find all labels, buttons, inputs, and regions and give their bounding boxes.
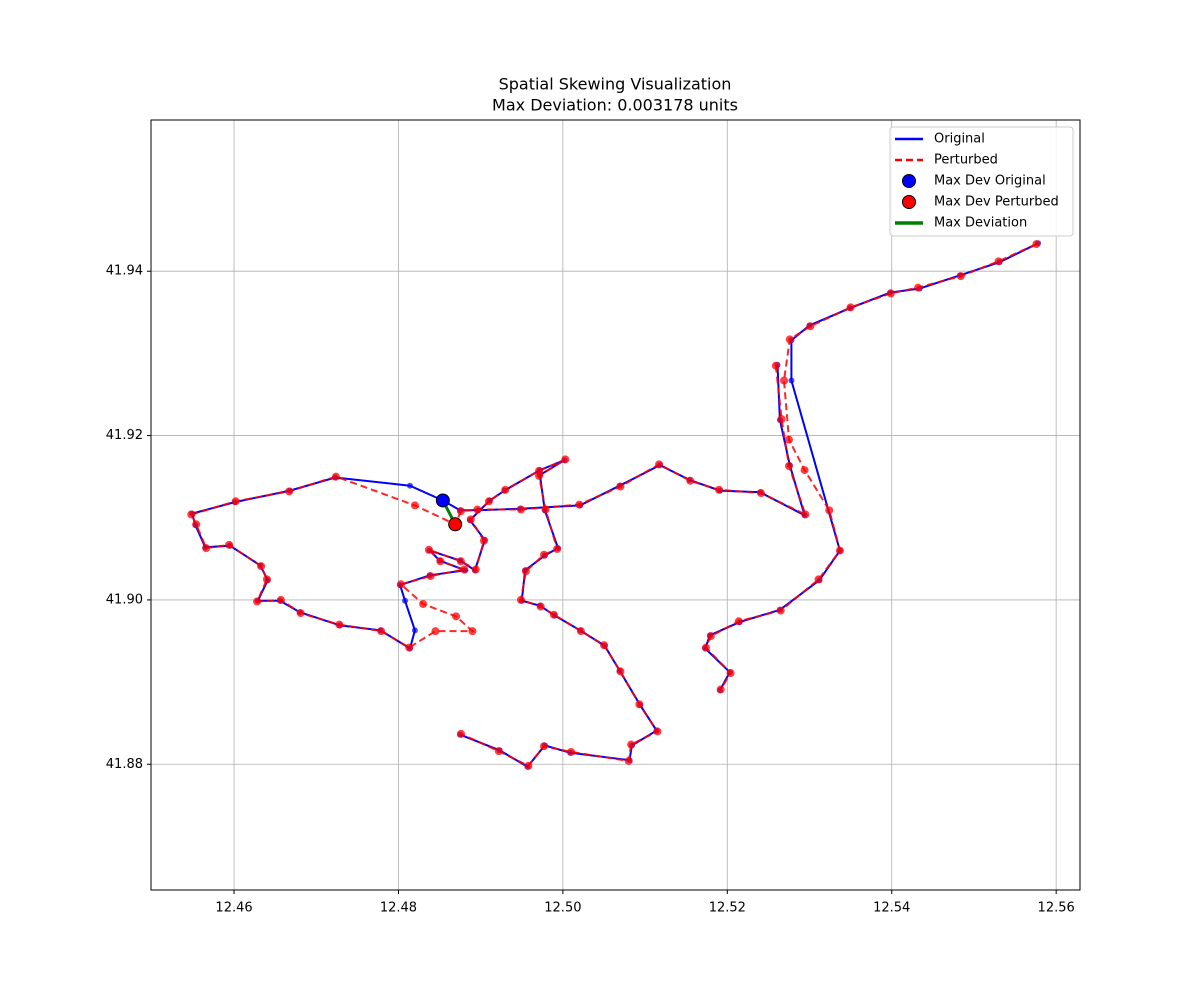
y-tick-label: 41.94 [106, 264, 143, 279]
y-tick-label: 41.88 [106, 757, 143, 772]
axes-frame [150, 119, 1081, 891]
point [262, 575, 271, 584]
legend-label: Max Dev Original [934, 174, 1046, 189]
y-tick-label: 41.92 [106, 428, 143, 443]
x-tick-label: 12.52 [709, 901, 746, 916]
point [1032, 240, 1041, 249]
point [777, 415, 786, 424]
x-tick-label: 12.50 [544, 901, 581, 916]
legend-box [889, 126, 1074, 237]
x-tick-label: 12.48 [380, 901, 417, 916]
plot-area [187, 240, 1042, 770]
legend-label: Perturbed [934, 153, 998, 168]
x-tick-label: 12.56 [1038, 901, 1075, 916]
point [396, 580, 405, 589]
x-tick-label: 12.54 [873, 901, 910, 916]
point [780, 376, 789, 385]
chart-subtitle: Max Deviation: 0.003178 units [492, 96, 738, 115]
max-dev-marker [448, 517, 463, 532]
point [202, 544, 211, 553]
chart-title: Spatial Skewing Visualization [499, 75, 732, 94]
grid [151, 120, 1080, 890]
y-tick-label: 41.90 [106, 592, 143, 607]
point [567, 747, 576, 756]
legend-label: Original [934, 132, 985, 147]
point [627, 740, 636, 749]
point [846, 303, 855, 312]
legend-marker [902, 174, 916, 188]
legend-label: Max Dev Perturbed [934, 195, 1059, 210]
point [460, 565, 469, 574]
max-dev-marker [435, 493, 450, 508]
legend-label: Max Deviation [934, 216, 1027, 231]
legend: Original Perturbed Max Dev Original Max Dev… [889, 126, 1074, 237]
legend-marker [902, 195, 916, 209]
point [377, 627, 386, 636]
x-tick-label: 12.46 [215, 901, 252, 916]
series-line [189, 243, 1037, 768]
point [686, 476, 695, 485]
point [426, 572, 435, 581]
